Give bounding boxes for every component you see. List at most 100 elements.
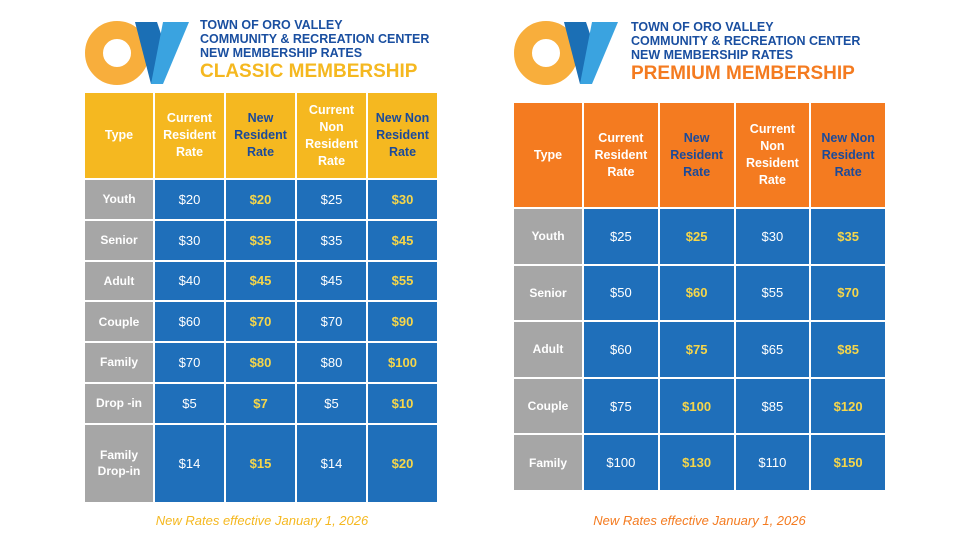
row-type: Senior xyxy=(514,265,582,321)
rate-cell: $70 xyxy=(297,302,366,341)
rate-cell: $10 xyxy=(368,383,437,423)
table-row: Family Drop-in $14 $15 $14 $20 xyxy=(85,424,437,502)
header-line: COMMUNITY & RECREATION CENTER xyxy=(200,32,430,46)
column-header: Type xyxy=(514,103,582,207)
row-type: Drop -in xyxy=(85,383,153,423)
row-type: Couple xyxy=(85,302,153,341)
table-row: Youth $25 $25 $30 $35 xyxy=(514,209,885,264)
table-row: Couple $60 $70 $70 $90 xyxy=(85,302,437,341)
rate-cell: $85 xyxy=(735,378,810,434)
row-type: Senior xyxy=(85,220,153,260)
rate-cell: $20 xyxy=(155,180,224,219)
row-type: Couple xyxy=(514,378,582,434)
table-row: Youth $20 $20 $25 $30 xyxy=(85,180,437,219)
column-header: New Resident Rate xyxy=(659,103,734,207)
logo xyxy=(85,21,189,85)
rate-cell: $60 xyxy=(155,302,224,341)
header-line: NEW MEMBERSHIP RATES xyxy=(200,46,363,60)
rate-cell: $60 xyxy=(584,322,658,377)
rate-cell: $25 xyxy=(584,209,658,264)
rate-cell: $30 xyxy=(155,220,224,260)
effective-note: New Rates effective January 1, 2026 xyxy=(155,513,369,528)
rate-cell: $60 xyxy=(659,265,734,321)
effective-note: New Rates effective January 1, 2026 xyxy=(593,513,806,528)
logo xyxy=(514,21,618,85)
column-header: New Non Resident Rate xyxy=(368,93,437,178)
column-header: Current Resident Rate xyxy=(584,103,658,207)
rate-cell: $75 xyxy=(659,322,734,377)
table-row: Adult $40 $45 $45 $55 xyxy=(85,261,437,301)
table-row: Family $100 $130 $110 $150 xyxy=(514,435,885,490)
table-row: Couple $75 $100 $85 $120 xyxy=(514,378,885,434)
row-type: Youth xyxy=(85,180,153,219)
rate-cell: $65 xyxy=(735,322,810,377)
table-row: Drop -in $5 $7 $5 $10 xyxy=(85,383,437,423)
rates-table: Type Current Resident Rate New Resident Ra… xyxy=(83,91,439,504)
header-line: COMMUNITY & RECREATION CENTER xyxy=(631,34,861,48)
rate-cell: $85 xyxy=(811,322,885,377)
header-line: NEW MEMBERSHIP RATES xyxy=(631,48,794,62)
rate-cell: $45 xyxy=(297,261,366,301)
rates-table: Type Current Resident Rate New Resident Ra… xyxy=(512,101,887,492)
column-header: Current Non Resident Rate xyxy=(297,93,366,178)
rate-cell: $25 xyxy=(659,209,734,264)
rate-cell: $35 xyxy=(297,220,366,260)
table-row: Adult $60 $75 $65 $85 xyxy=(514,322,885,377)
rate-cell: $100 xyxy=(584,435,658,490)
rate-cell: $20 xyxy=(226,180,295,219)
row-type: Family Drop-in xyxy=(85,424,153,502)
header-row: Type Current Resident Rate New Resident Ra… xyxy=(85,93,437,178)
rate-cell: $120 xyxy=(811,378,885,434)
membership-title: CLASSIC MEMBERSHIP xyxy=(200,61,418,82)
header-line: TOWN OF ORO VALLEY xyxy=(631,20,774,34)
table-row: Senior $50 $60 $55 $70 xyxy=(514,265,885,321)
rate-cell: $30 xyxy=(368,180,437,219)
rate-cell: $100 xyxy=(368,343,437,382)
rate-cell: $45 xyxy=(368,220,437,260)
rate-cell: $30 xyxy=(735,209,810,264)
rate-cell: $75 xyxy=(584,378,658,434)
rate-cell: $80 xyxy=(226,343,295,382)
rate-cell: $35 xyxy=(811,209,885,264)
row-type: Family xyxy=(514,435,582,490)
rate-cell: $90 xyxy=(368,302,437,341)
header-row: Type Current Resident Rate New Resident Ra… xyxy=(514,103,885,207)
row-type: Youth xyxy=(514,209,582,264)
rate-cell: $150 xyxy=(811,435,885,490)
rate-cell: $14 xyxy=(155,424,224,502)
header-line: TOWN OF ORO VALLEY xyxy=(200,18,343,32)
row-type: Family xyxy=(85,343,153,382)
rate-cell: $5 xyxy=(297,383,366,423)
header: TOWN OF ORO VALLEY COMMUNITY & RECREATION… xyxy=(200,18,429,84)
column-header: New Resident Rate xyxy=(226,93,295,178)
rate-cell: $5 xyxy=(155,383,224,423)
column-header: Current Resident Rate xyxy=(155,93,224,178)
rate-cell: $35 xyxy=(226,220,295,260)
rate-cell: $25 xyxy=(297,180,366,219)
row-type: Adult xyxy=(514,322,582,377)
rate-cell: $14 xyxy=(297,424,366,502)
rate-cell: $20 xyxy=(368,424,437,502)
rate-cell: $50 xyxy=(584,265,658,321)
rate-cell: $55 xyxy=(735,265,810,321)
header: TOWN OF ORO VALLEY COMMUNITY & RECREATION… xyxy=(631,20,860,86)
rate-cell: $7 xyxy=(226,383,295,423)
column-header: Current Non Resident Rate xyxy=(735,103,810,207)
table-row: Senior $30 $35 $35 $45 xyxy=(85,220,437,260)
rate-cell: $70 xyxy=(155,343,224,382)
rate-cell: $70 xyxy=(226,302,295,341)
rate-cell: $40 xyxy=(155,261,224,301)
rate-cell: $70 xyxy=(811,265,885,321)
row-type: Adult xyxy=(85,261,153,301)
rate-cell: $130 xyxy=(659,435,734,490)
rate-cell: $110 xyxy=(735,435,810,490)
rate-cell: $15 xyxy=(226,424,295,502)
rate-cell: $80 xyxy=(297,343,366,382)
rate-cell: $55 xyxy=(368,261,437,301)
membership-title: PREMIUM MEMBERSHIP xyxy=(631,63,855,84)
column-header: New Non Resident Rate xyxy=(811,103,885,207)
rate-cell: $45 xyxy=(226,261,295,301)
column-header: Type xyxy=(85,93,153,178)
table-row: Family $70 $80 $80 $100 xyxy=(85,343,437,382)
